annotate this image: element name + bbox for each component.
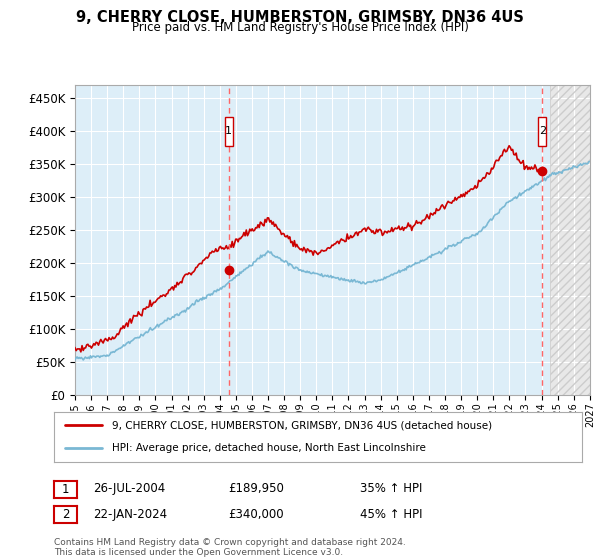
Bar (550, 85, 590, 395)
FancyBboxPatch shape (538, 116, 547, 146)
Text: 45% ↑ HPI: 45% ↑ HPI (360, 507, 422, 521)
Text: 26-JUL-2004: 26-JUL-2004 (93, 482, 165, 496)
Text: Price paid vs. HM Land Registry's House Price Index (HPI): Price paid vs. HM Land Registry's House … (131, 21, 469, 34)
Text: Contains HM Land Registry data © Crown copyright and database right 2024.
This d: Contains HM Land Registry data © Crown c… (54, 538, 406, 557)
Text: 2: 2 (539, 126, 546, 136)
FancyBboxPatch shape (224, 116, 233, 146)
Text: 1: 1 (62, 483, 69, 496)
Text: £189,950: £189,950 (228, 482, 284, 496)
Text: HPI: Average price, detached house, North East Lincolnshire: HPI: Average price, detached house, Nort… (112, 444, 426, 454)
Text: 9, CHERRY CLOSE, HUMBERSTON, GRIMSBY, DN36 4US: 9, CHERRY CLOSE, HUMBERSTON, GRIMSBY, DN… (76, 10, 524, 25)
Bar (550, 85, 590, 395)
Text: £340,000: £340,000 (228, 507, 284, 521)
Text: 22-JAN-2024: 22-JAN-2024 (93, 507, 167, 521)
Text: 1: 1 (225, 126, 232, 136)
Text: 2: 2 (62, 508, 69, 521)
Bar (75, 85, 550, 395)
Text: 35% ↑ HPI: 35% ↑ HPI (360, 482, 422, 496)
Text: 9, CHERRY CLOSE, HUMBERSTON, GRIMSBY, DN36 4US (detached house): 9, CHERRY CLOSE, HUMBERSTON, GRIMSBY, DN… (112, 420, 492, 430)
